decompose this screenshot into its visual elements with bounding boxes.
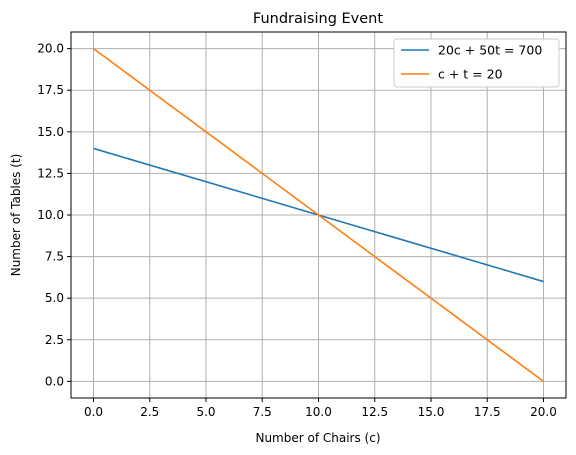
legend-label-1: 20c + 50t = 700 xyxy=(438,43,542,58)
x-tick-label: 12.5 xyxy=(361,405,388,419)
x-tick-label: 2.5 xyxy=(140,405,159,419)
x-tick-label: 7.5 xyxy=(253,405,272,419)
y-tick-label: 7.5 xyxy=(45,250,64,264)
y-tick-label: 12.5 xyxy=(37,166,64,180)
y-tick-label: 15.0 xyxy=(37,125,64,139)
y-tick-label: 17.5 xyxy=(37,83,64,97)
legend: 20c + 50t = 700 c + t = 20 xyxy=(393,38,560,88)
y-tick-label: 5.0 xyxy=(45,291,64,305)
legend-label-2: c + t = 20 xyxy=(438,67,503,82)
ticks: 0.0 2.5 5.0 7.5 10.0 12.5 15.0 17.5 20.0 0.0 2.5 5.… xyxy=(37,42,557,419)
x-tick-label: 15.0 xyxy=(418,405,445,419)
y-tick-label: 2.5 xyxy=(45,333,64,347)
x-tick-label: 20.0 xyxy=(530,405,557,419)
x-tick-label: 17.5 xyxy=(474,405,501,419)
series-line-2 xyxy=(93,47,544,383)
series-group xyxy=(93,47,544,383)
legend-box xyxy=(393,38,560,88)
y-axis-label: Number of Tables (t) xyxy=(9,154,23,277)
y-tick-label: 10.0 xyxy=(37,208,64,222)
y-tick-label: 20.0 xyxy=(37,42,64,56)
chart-title: Fundraising Event xyxy=(253,11,383,27)
x-tick-label: 5.0 xyxy=(196,405,215,419)
x-tick-label: 0.0 xyxy=(84,405,103,419)
y-tick-label: 0.0 xyxy=(45,374,64,388)
x-axis-label: Number of Chairs (c) xyxy=(255,431,380,445)
x-tick-label: 10.0 xyxy=(305,405,332,419)
